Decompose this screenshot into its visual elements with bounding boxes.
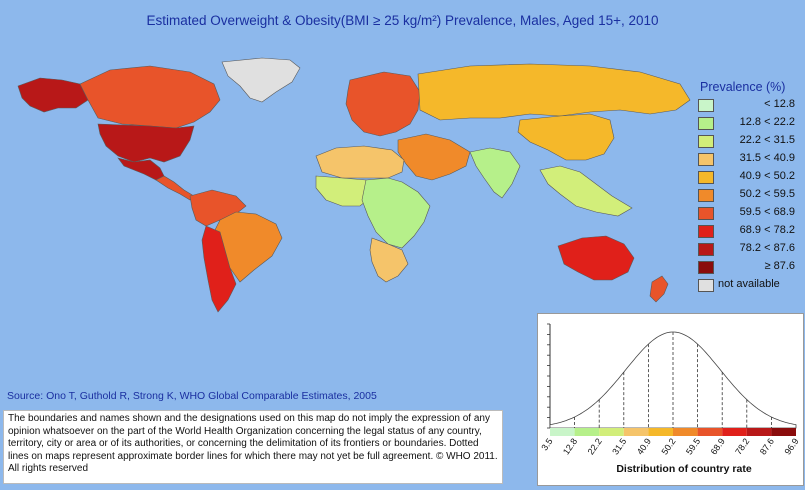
legend-item: ≥ 87.6 — [698, 258, 803, 276]
bin-band — [746, 428, 772, 436]
x-tick-label: 96.9 — [782, 436, 800, 456]
bin-band — [722, 428, 747, 436]
region-central-east-africa — [361, 177, 431, 249]
x-tick-label: 78.2 — [733, 436, 751, 456]
legend-item: 12.8 < 22.2 — [698, 114, 803, 132]
legend-swatch — [698, 261, 714, 274]
legend-label: 12.8 < 22.2 — [739, 116, 795, 128]
legend-item: 78.2 < 87.6 — [698, 240, 803, 258]
disclaimer-box: The boundaries and names shown and the d… — [3, 410, 503, 484]
region-southeast-asia — [539, 165, 633, 217]
legend-label: 22.2 < 31.5 — [739, 134, 795, 146]
legend-label: 40.9 < 50.2 — [739, 170, 795, 182]
legend-item: 68.9 < 78.2 — [698, 222, 803, 240]
bin-band — [771, 428, 796, 436]
legend-item-not-available: not available — [698, 276, 803, 294]
x-tick-label: 3.5 — [539, 436, 554, 452]
x-tick-label: 87.6 — [758, 436, 776, 456]
legend-swatch — [698, 171, 714, 184]
legend-label: 78.2 < 87.6 — [739, 242, 795, 254]
region-australia — [557, 235, 635, 281]
legend-swatch — [698, 135, 714, 148]
legend-swatch — [698, 99, 714, 112]
region-new-zealand — [649, 275, 669, 303]
disclaimer-text: The boundaries and names shown and the d… — [8, 413, 498, 475]
x-tick-label: 31.5 — [610, 436, 628, 456]
legend-swatch — [698, 243, 714, 256]
region-greenland — [221, 57, 301, 103]
legend-swatch — [698, 225, 714, 238]
region-middle-east — [397, 133, 471, 181]
bin-band — [697, 428, 723, 436]
region-north-africa — [315, 145, 405, 179]
legend-label: < 12.8 — [764, 98, 795, 110]
x-tick-label: 12.8 — [561, 436, 579, 456]
bin-band — [623, 428, 649, 436]
bin-band — [648, 428, 673, 436]
bin-band — [550, 428, 575, 436]
legend-item: 59.5 < 68.9 — [698, 204, 803, 222]
legend-item: 50.2 < 59.5 — [698, 186, 803, 204]
map-title: Estimated Overweight & Obesity(BMI ≥ 25 … — [146, 13, 659, 28]
legend-swatch — [698, 279, 714, 292]
bin-band — [673, 428, 698, 436]
region-china-east-asia — [517, 113, 615, 161]
legend-swatch — [698, 117, 714, 130]
bin-band — [574, 428, 600, 436]
x-tick-label: 50.2 — [659, 436, 677, 456]
region-west-africa — [315, 175, 373, 207]
legend-title: Prevalence (%) — [700, 80, 786, 94]
region-usa — [97, 123, 195, 163]
legend-swatch — [698, 207, 714, 220]
region-central-america — [155, 175, 195, 201]
x-tick-label: 22.2 — [586, 436, 604, 456]
region-canada — [79, 65, 221, 129]
legend-label: 59.5 < 68.9 — [739, 206, 795, 218]
legend-item: < 12.8 — [698, 96, 803, 114]
x-tick-label: 68.9 — [709, 436, 727, 456]
legend-label: 50.2 < 59.5 — [739, 188, 795, 200]
legend-label: not available — [718, 278, 780, 290]
distribution-chart-svg: 3.5 12.8 22.2 31.5 40.9 50.2 59.5 68.9 78.2 87.6 9… — [539, 323, 801, 475]
region-southern-africa — [369, 237, 409, 283]
region-south-asia — [469, 147, 521, 199]
bin-band — [599, 428, 624, 436]
region-mexico — [117, 157, 165, 181]
distribution-chart: 3.5 12.8 22.2 31.5 40.9 50.2 59.5 68.9 78.2 87.6 9… — [537, 313, 804, 486]
legend-label: ≥ 87.6 — [764, 260, 795, 272]
legend-swatch — [698, 153, 714, 166]
region-alaska — [17, 77, 89, 113]
source-text: Source: Ono T, Guthold R, Strong K, WHO … — [7, 390, 377, 402]
legend-item: 22.2 < 31.5 — [698, 132, 803, 150]
legend-item: 31.5 < 40.9 — [698, 150, 803, 168]
legend: < 12.8 12.8 < 22.2 22.2 < 31.5 31.5 < 40.9 4… — [698, 96, 803, 294]
x-tick-label: 59.5 — [684, 436, 702, 456]
x-tick-label: 40.9 — [635, 436, 653, 456]
x-axis-label: Distribution of country rate — [616, 463, 751, 475]
legend-label: 68.9 < 78.2 — [739, 224, 795, 236]
region-southern-cone — [201, 225, 237, 313]
legend-swatch — [698, 189, 714, 202]
region-europe — [345, 71, 421, 137]
legend-item: 40.9 < 50.2 — [698, 168, 803, 186]
region-russia-north-asia — [417, 63, 691, 121]
legend-label: 31.5 < 40.9 — [739, 152, 795, 164]
